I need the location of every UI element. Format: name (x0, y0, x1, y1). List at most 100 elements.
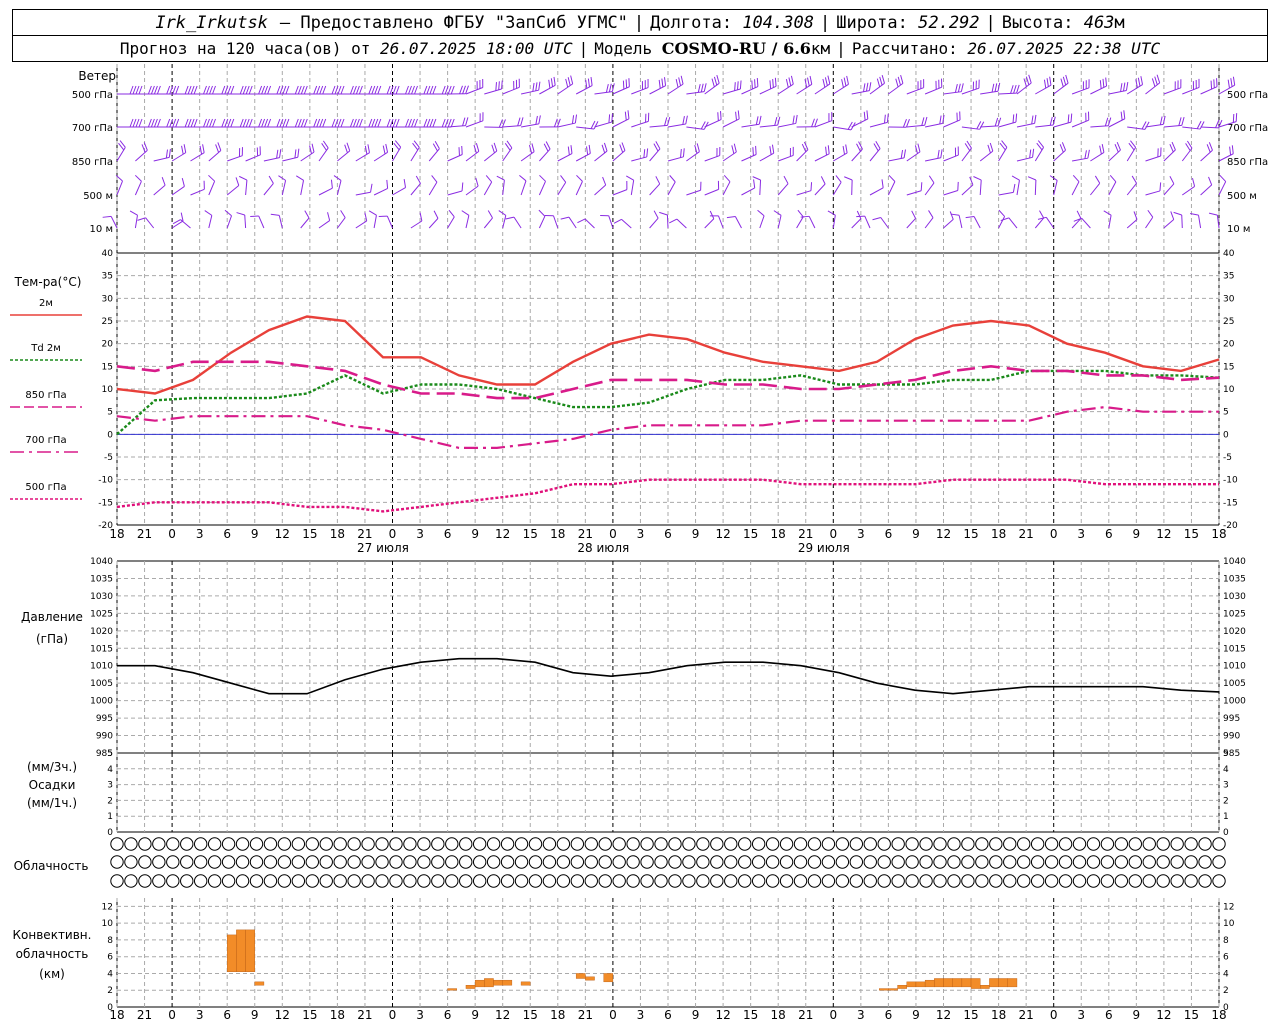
wind-barb-feather (1159, 116, 1163, 125)
wind-barb-feather (294, 118, 299, 128)
wind-barb-shaft (1182, 126, 1201, 130)
wind-barb-shaft (759, 152, 774, 162)
cloud-cover-circle (207, 837, 222, 851)
wind-barb-shaft (594, 121, 612, 128)
wind-barb-shaft (888, 157, 905, 162)
wind-barb-feather (334, 118, 339, 128)
wind-barb (319, 118, 345, 128)
time-tick-label: 0 (1050, 1008, 1058, 1022)
wind-barb-shaft (244, 214, 247, 229)
wind-barb-shaft (722, 181, 731, 196)
wind-barb-feather (519, 174, 527, 182)
wind-barb-shaft (1163, 219, 1175, 229)
cloud-cover-circle (891, 837, 905, 851)
wind-barb-feather (447, 85, 452, 95)
wind-barb-feather (888, 174, 896, 182)
wind-barb-shaft (513, 216, 522, 229)
cloud-cover-circle (528, 874, 543, 888)
time-tick-label: 21 (578, 527, 593, 541)
wind-barb-feather (835, 175, 842, 183)
cloud-cover-circle (431, 837, 445, 851)
wind-barb-feather (726, 216, 736, 219)
wind-barb (856, 215, 871, 229)
wind-barb-feather (346, 142, 351, 151)
wind-barb-feather (531, 143, 535, 152)
wind-barb-feather (304, 210, 310, 219)
wind-barb-feather (1208, 142, 1213, 151)
wind-barb-shaft (1218, 181, 1227, 196)
wind-barb-shaft (373, 188, 388, 196)
wind-barb-feather (487, 210, 493, 219)
wind-barb-feather (515, 79, 518, 89)
wind-barb-shaft (1071, 218, 1082, 229)
wind-barb-feather (1061, 142, 1066, 151)
wind-barb-feather (655, 141, 661, 150)
conv-ytick-left: 4 (107, 969, 113, 979)
wind-barb (484, 80, 503, 95)
wind-barb-feather (957, 181, 959, 191)
wind-barb-shaft (958, 215, 963, 229)
wind-barb (577, 218, 595, 229)
time-tick-label: 6 (885, 1008, 893, 1022)
wind-barb (1016, 148, 1035, 162)
cloud-cover-circle (654, 837, 668, 851)
wind-barb-shaft (1200, 184, 1213, 196)
wind-barb-shaft (998, 191, 1014, 196)
cloud-cover-circle (305, 837, 319, 851)
wind-barb-shaft (171, 152, 186, 162)
wind-barb-shaft (1081, 217, 1091, 229)
wind-barb-feather (1011, 175, 1020, 181)
wind-barb (319, 85, 345, 95)
wind-barb (667, 175, 676, 196)
wind-barb-feather (415, 175, 421, 184)
wind-barb-feather (261, 118, 266, 128)
wind-barb (796, 209, 804, 229)
time-tick-label: 6 (444, 527, 452, 541)
pressure-ytick-left: 1000 (90, 697, 113, 707)
time-tick-label: 18 (1211, 527, 1226, 541)
cloud-cover-circle (235, 874, 250, 888)
wind-barb-feather (739, 80, 742, 90)
time-tick-label: 21 (1019, 1008, 1034, 1022)
wind-barb-shaft (208, 180, 216, 196)
cloud-cover-circle (445, 837, 459, 851)
wind-barb (833, 75, 849, 95)
wind-barb-feather (355, 118, 360, 128)
wind-barb-feather (501, 119, 506, 128)
wind-barb-feather (309, 145, 312, 154)
wind-barb-shaft (278, 215, 283, 229)
wind-barb-feather (1157, 148, 1159, 157)
wind-barb-feather (1229, 146, 1232, 156)
wind-level-label-left: 500 гПа (72, 90, 113, 101)
wind-barb-feather (1196, 120, 1202, 129)
time-tick-label: 3 (196, 527, 204, 541)
wind-barb (752, 176, 762, 196)
wind-barb-shaft (832, 181, 842, 196)
wind-label: Ветер (78, 69, 116, 83)
wind-barb-feather (190, 118, 195, 128)
wind-barb-feather (917, 81, 919, 90)
wind-barb-feather (1049, 76, 1052, 86)
wind-barb-feather (680, 149, 682, 158)
wind-barb-feather (239, 118, 244, 128)
wind-barb-feather (611, 83, 615, 92)
temp-ytick-left: 10 (102, 385, 114, 395)
wind-barb (1182, 78, 1200, 95)
wind-barb-feather (866, 110, 869, 120)
wind-barb-feather (300, 85, 305, 95)
wind-barb-feather (461, 182, 464, 192)
wind-barb (1218, 113, 1238, 128)
wind-barb (337, 210, 346, 229)
cloud-cover-circle (556, 837, 571, 851)
cloud-cover-circle (1030, 874, 1045, 888)
pressure-ytick-left: 1005 (90, 679, 113, 689)
wind-barb-feather (462, 117, 466, 126)
wind-barb (1208, 212, 1220, 229)
conv-cloud-bar (998, 978, 1008, 988)
cloud-cover-circle (919, 855, 933, 869)
time-tick-label: 18 (330, 527, 345, 541)
wind-barb (190, 180, 205, 196)
wind-barb-feather (1171, 141, 1176, 151)
wind-barb-feather (172, 85, 177, 95)
cloud-cover-circle (751, 837, 766, 851)
